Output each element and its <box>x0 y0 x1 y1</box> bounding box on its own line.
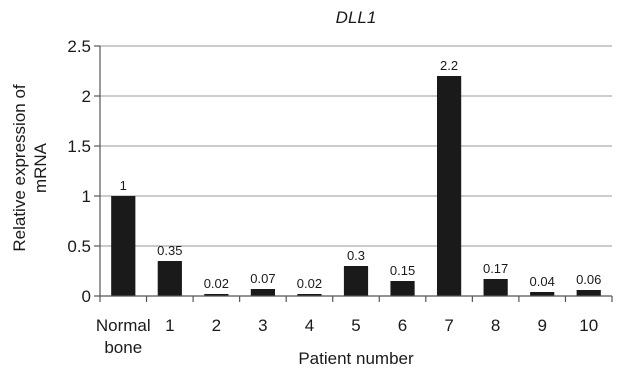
x-tick-label: 3 <box>258 316 267 335</box>
data-label: 0.17 <box>483 261 508 276</box>
x-axis-ticks: Normal bone 1 2 3 4 5 6 7 8 9 10 <box>96 296 613 357</box>
y-tick-label: 0 <box>82 287 91 306</box>
x-tick-label: 1 <box>165 316 174 335</box>
x-tick-label: 6 <box>398 316 407 335</box>
x-tick-label: Normal <box>96 316 151 335</box>
data-label: 0.3 <box>347 248 365 263</box>
x-axis-label: Patient number <box>298 349 414 368</box>
data-label: 0.06 <box>576 272 601 287</box>
y-axis-ticks: 0 0.5 1 1.5 2 2.5 <box>67 37 100 306</box>
axes <box>99 46 612 297</box>
y-tick-label: 1.5 <box>67 137 91 156</box>
y-axis-label-line-2: mRNA <box>31 142 50 193</box>
bar <box>390 281 415 296</box>
data-labels: 1 0.35 0.02 0.07 0.02 0.3 0.15 2.2 0.17 0.04 0.06 <box>120 58 602 291</box>
bar <box>436 76 462 296</box>
bar <box>297 294 322 296</box>
bar <box>111 196 136 296</box>
x-tick-label: 8 <box>491 316 500 335</box>
data-label: 0.02 <box>204 276 229 291</box>
x-tick-label: 5 <box>351 316 360 335</box>
data-label: 0.02 <box>297 276 322 291</box>
bar <box>250 289 276 296</box>
bar <box>576 290 601 296</box>
data-label: 0.07 <box>250 271 275 286</box>
chart-title: DLL1 <box>336 8 377 27</box>
x-tick-label: 4 <box>305 316 314 335</box>
y-axis-label-line-1: Relative expression of <box>10 84 29 252</box>
data-label: 0.15 <box>390 263 415 278</box>
y-tick-label: 2 <box>82 87 91 106</box>
bar <box>157 261 182 296</box>
x-tick-label: bone <box>104 338 142 357</box>
x-tick-label: 10 <box>579 316 598 335</box>
data-label: 2.2 <box>440 58 458 73</box>
y-tick-label: 0.5 <box>67 237 91 256</box>
gridlines <box>100 45 612 247</box>
bars <box>111 76 601 296</box>
bar <box>530 292 555 296</box>
y-tick-label: 1 <box>82 187 91 206</box>
x-tick-label: 2 <box>212 316 221 335</box>
data-label: 0.35 <box>157 243 182 258</box>
data-label: 1 <box>120 178 127 193</box>
y-tick-label: 2.5 <box>67 37 91 56</box>
bar <box>204 294 229 296</box>
x-tick-label: 7 <box>444 316 453 335</box>
y-axis-label: Relative expression of mRNA <box>10 84 50 252</box>
x-tick-label: 9 <box>537 316 546 335</box>
bar <box>343 266 369 296</box>
bar <box>483 279 508 296</box>
data-label: 0.04 <box>530 274 555 289</box>
